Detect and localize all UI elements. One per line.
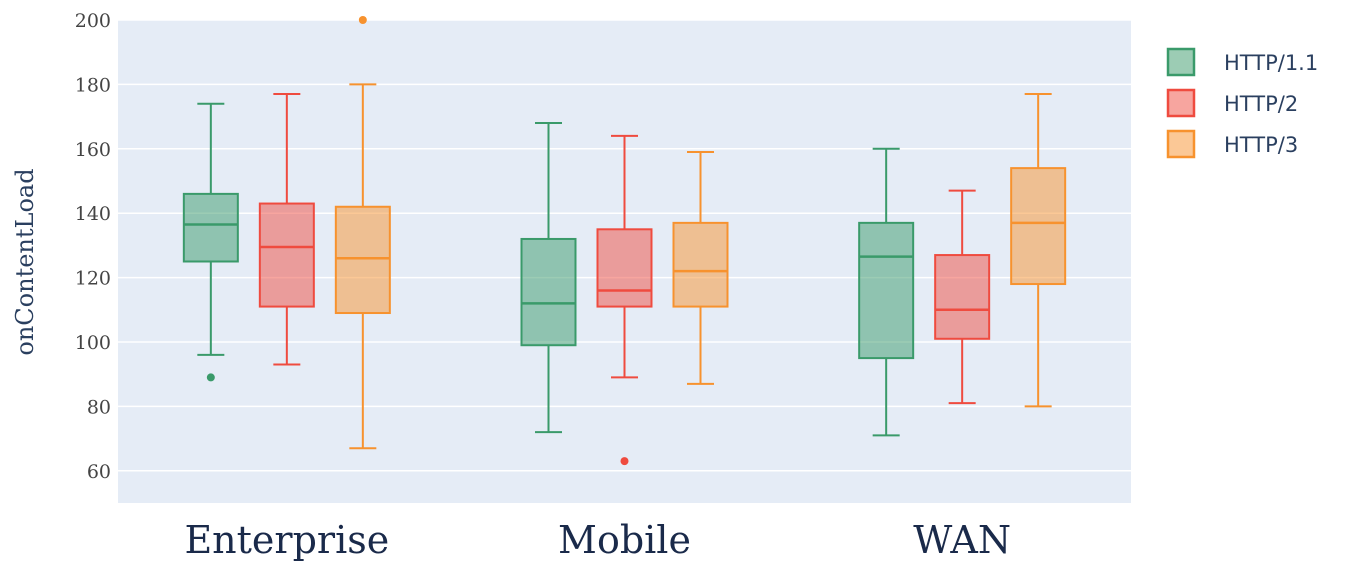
legend-item: HTTP/3 (1166, 129, 1298, 159)
y-tick-label: 160 (75, 139, 111, 161)
legend: HTTP/1.1 HTTP/2 HTTP/3 (1166, 47, 1318, 159)
box (858, 221, 915, 360)
category-label: Mobile (558, 518, 691, 562)
outlier-point (358, 16, 367, 24)
y-tick-label: 80 (87, 396, 111, 418)
y-axis-label: onContentLoad (11, 168, 39, 355)
legend-label: HTTP/1.1 (1224, 51, 1318, 75)
legend-item: HTTP/2 (1166, 88, 1298, 118)
box (182, 192, 239, 263)
box (672, 221, 729, 308)
series-http-1-1 (182, 102, 915, 437)
legend-swatch (1166, 47, 1196, 77)
series-http-3 (334, 16, 1067, 450)
y-tick-label: 100 (75, 332, 111, 354)
box (596, 228, 653, 308)
legend-label: HTTP/2 (1224, 92, 1298, 116)
y-tick-label: 180 (75, 74, 111, 96)
outlier-point (620, 457, 629, 466)
series-http-2 (258, 93, 991, 466)
y-tick-label: 140 (75, 203, 111, 225)
x-axis-categories: Enterprise Mobile WAN (184, 518, 1011, 562)
legend-swatch (1166, 88, 1196, 118)
legend-label: HTTP/3 (1224, 133, 1298, 157)
y-tick-label: 120 (75, 268, 111, 290)
box-series (182, 16, 1067, 466)
box (1010, 167, 1067, 286)
outlier-point (206, 373, 215, 382)
box (258, 202, 315, 308)
y-tick-label: 200 (75, 10, 111, 32)
category-label: WAN (913, 518, 1011, 562)
box (520, 237, 577, 347)
legend-item: HTTP/1.1 (1166, 47, 1318, 77)
box (334, 205, 391, 315)
category-label: Enterprise (184, 518, 389, 562)
y-axis-ticks: 60 80 100 120 140 160 180 200 (75, 10, 111, 483)
legend-swatch (1166, 129, 1196, 159)
box (934, 254, 991, 340)
y-tick-label: 60 (87, 461, 111, 483)
